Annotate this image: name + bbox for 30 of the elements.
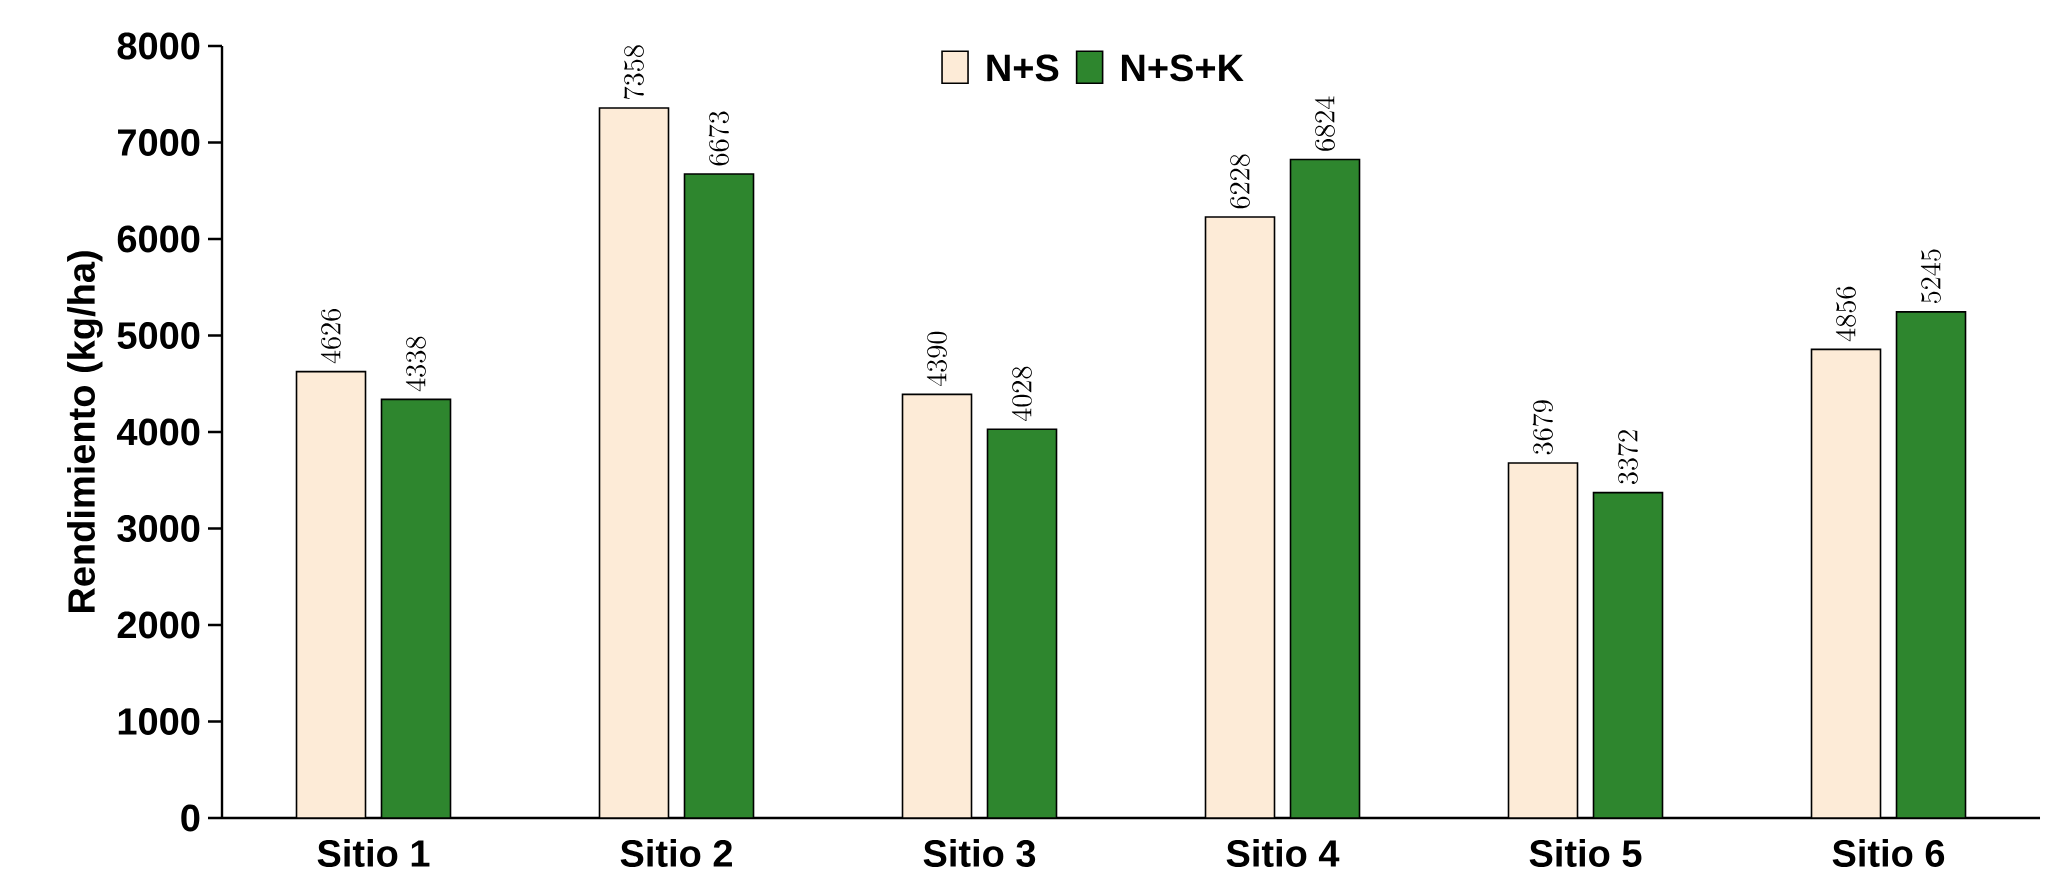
data-label: 4338 <box>405 336 426 392</box>
y-tick-label: 6000 <box>117 225 200 253</box>
y-axis-title: Rendimiento (kg/ha) <box>67 251 103 613</box>
legend-label: N+S <box>987 54 1059 82</box>
data-label: 6824 <box>1314 96 1335 151</box>
data-label: 3372 <box>1617 430 1638 484</box>
x-tick-label: Sitio 5 <box>1529 839 1642 867</box>
data-label: 4626 <box>320 308 341 364</box>
data-label: 7358 <box>623 45 644 99</box>
x-tick-label: Sitio 3 <box>923 839 1036 868</box>
data-label: 4028 <box>1011 366 1032 422</box>
data-label: 4390 <box>926 331 947 387</box>
data-label: 3679 <box>1532 400 1553 455</box>
x-tick-label: Sitio 2 <box>620 839 732 867</box>
y-tick-label: 4000 <box>116 418 200 446</box>
data-label: 6673 <box>708 111 729 166</box>
data-label: 6228 <box>1230 154 1250 209</box>
y-tick-label: 0 <box>181 804 200 832</box>
data-label: 4856 <box>1835 286 1856 342</box>
x-tick-label: Sitio 6 <box>1832 839 1945 867</box>
data-label: 5245 <box>1920 249 1941 303</box>
x-tick-label: Sitio 1 <box>317 839 430 867</box>
y-tick-label: 2000 <box>117 611 200 639</box>
y-tick-label: 5000 <box>117 322 200 349</box>
legend-label: N+S+K <box>1121 54 1244 82</box>
y-tick-label: 3000 <box>117 515 200 542</box>
y-tick-label: 8000 <box>117 32 200 60</box>
y-tick-label: 1000 <box>118 708 200 735</box>
x-tick-label: Sitio 4 <box>1226 839 1340 867</box>
y-tick-label: 7000 <box>118 129 200 156</box>
